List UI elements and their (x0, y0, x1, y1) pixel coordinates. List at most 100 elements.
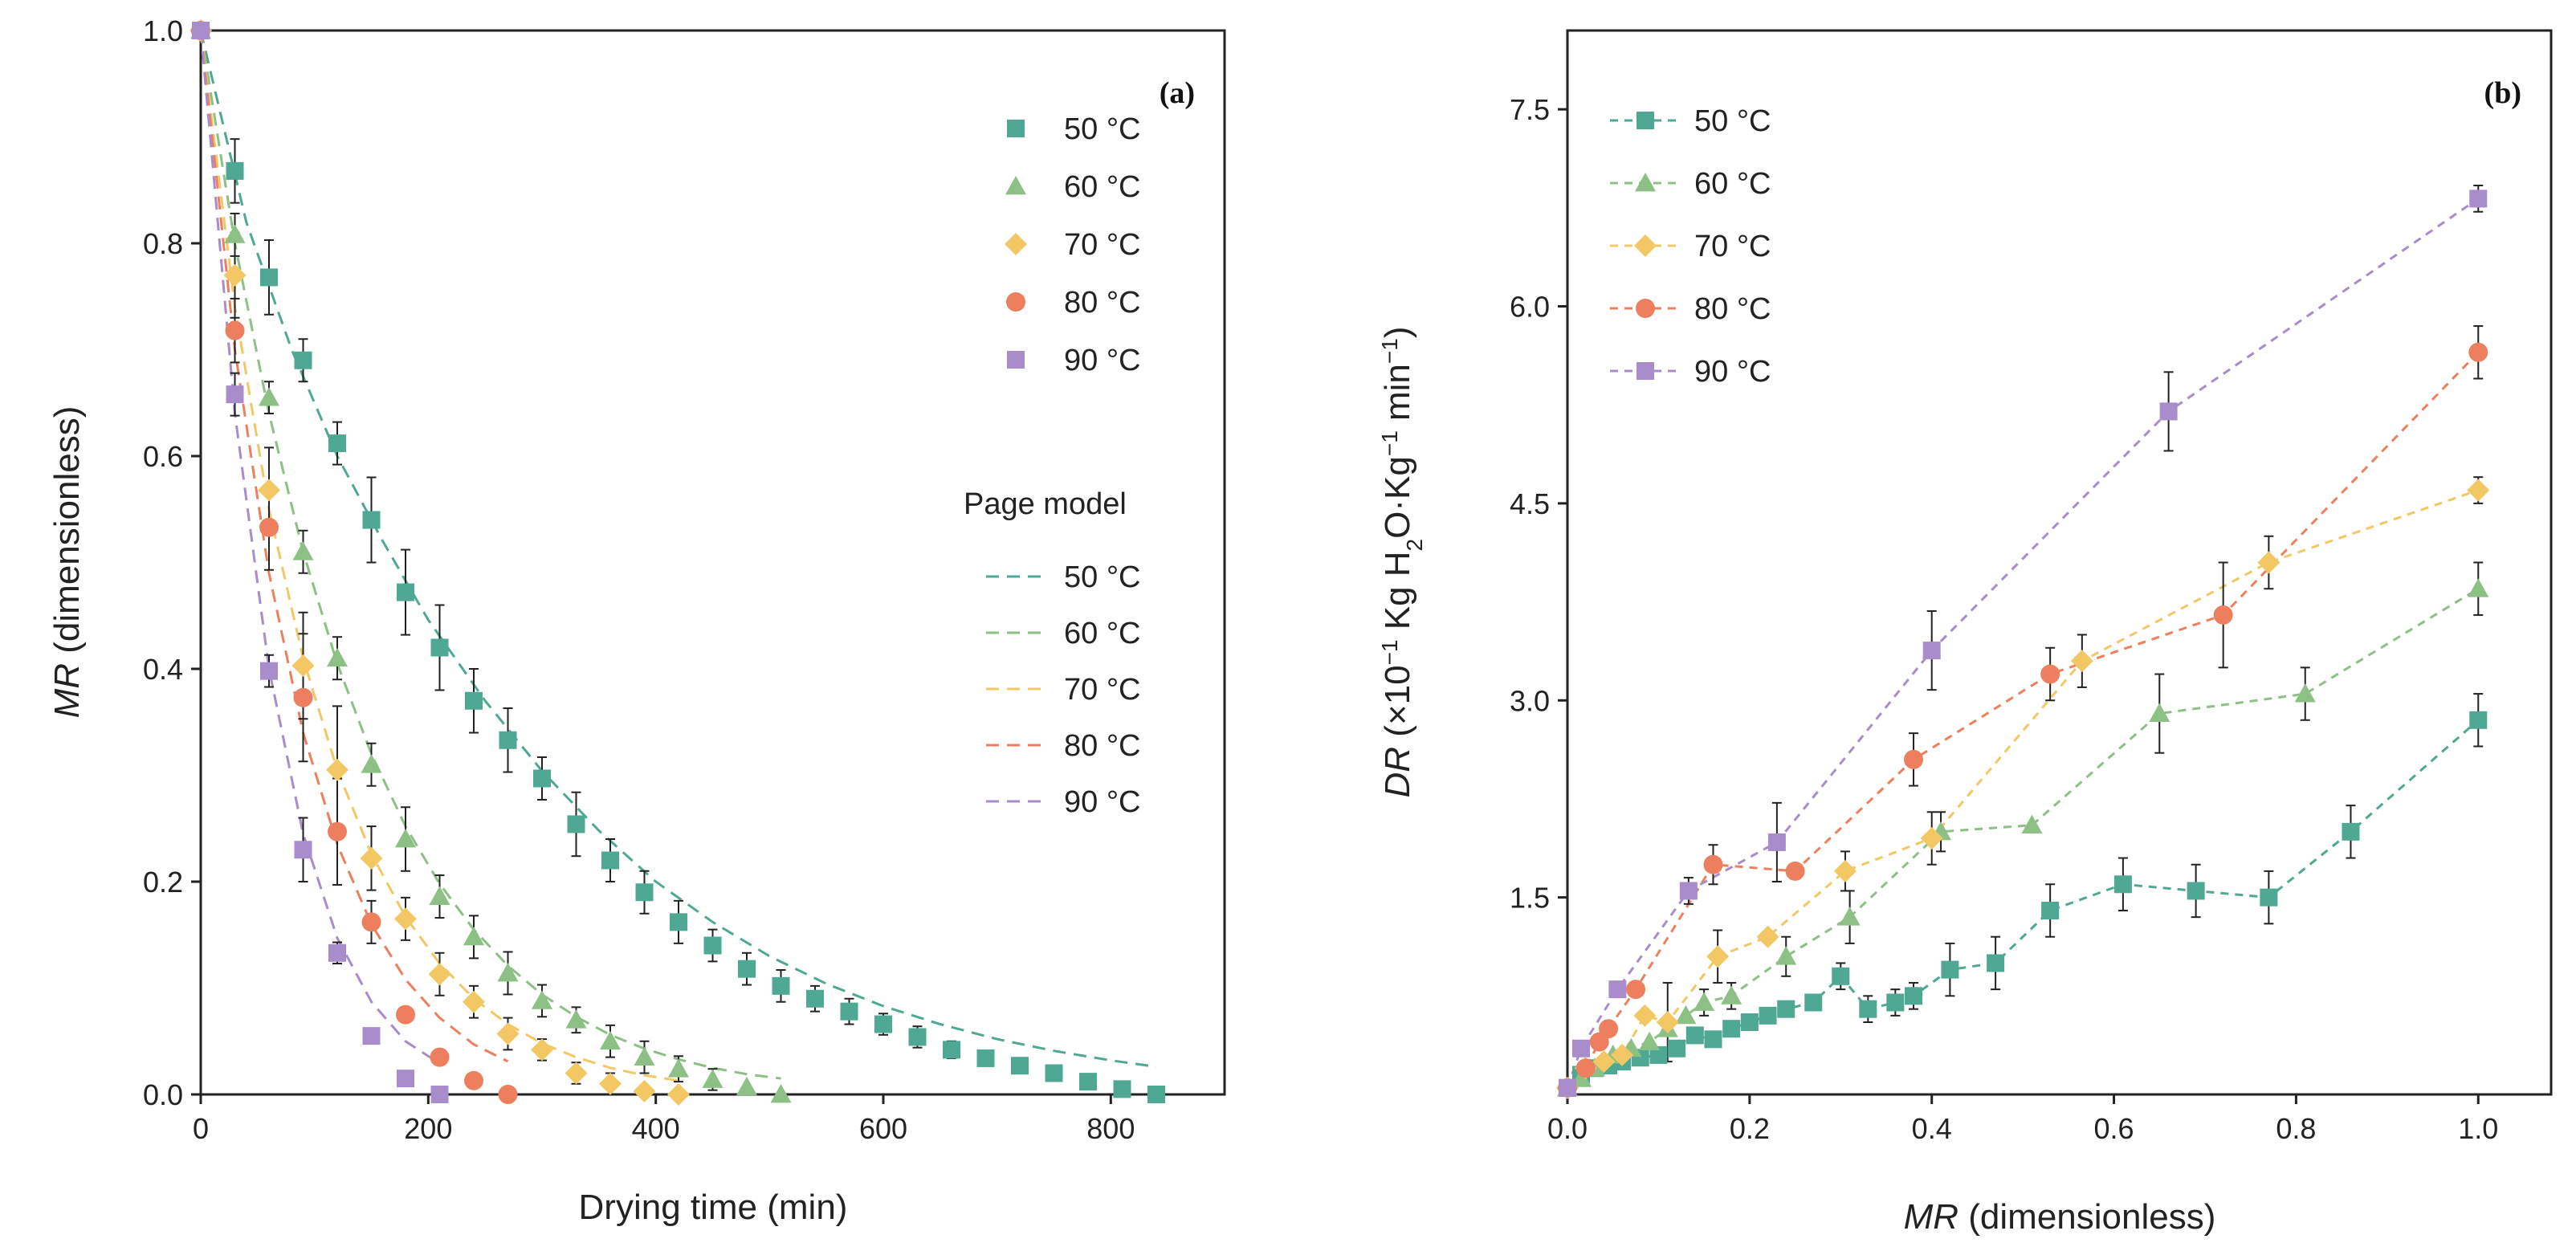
panel-b-y-axis-label-part4: min (1378, 364, 1417, 430)
panel-a-y-tick-label: 0.0 (143, 1078, 183, 1111)
panel-a-legend-model-label: 50 °C (1064, 560, 1140, 594)
panel-a-data-point (1147, 1086, 1165, 1103)
panel-a-y-axis-label: MR (dimensionless) (47, 406, 87, 719)
panel-b-y-axis-label-sub2: 2 (1402, 539, 1427, 552)
panel-b-data-point (1987, 954, 2005, 972)
panel-a-data-points (190, 19, 1165, 1106)
panel-a-x-tick-label: 600 (859, 1112, 907, 1145)
panel-b-data-point (2213, 605, 2233, 625)
panel-a-legend-label: 50 °C (1064, 112, 1140, 146)
panel-a-legend-model-label: 70 °C (1064, 673, 1140, 707)
panel-a-data-point (394, 907, 417, 931)
panel-b-data-point (1633, 1004, 1657, 1027)
panel-b-data-point (1941, 960, 1959, 979)
panel-a-legend-model-label: 90 °C (1064, 785, 1140, 819)
panel-b-series-line-3 (1566, 351, 2480, 1089)
panel-a-data-point (565, 1062, 588, 1085)
panel-a-legend-marker (1007, 120, 1025, 137)
panel-b-data-point (2187, 882, 2205, 900)
panel-a-model-curve-2 (199, 30, 679, 1082)
panel-b-data-point (2468, 578, 2489, 597)
panel-a-data-point (1045, 1064, 1063, 1082)
panel-b-error-bars (1662, 185, 2484, 1063)
panel-b-series-line-4 (1566, 198, 2480, 1089)
panel-a-x-axis-label: Drying time (min) (579, 1188, 848, 1227)
panel-b-y-axis-label-part1: (×10 (1378, 665, 1417, 747)
panel-b-data-point (2468, 342, 2488, 362)
panel-a-data-point (806, 989, 824, 1008)
panel-a-data-point (362, 511, 381, 529)
panel-b-x-axis-label-var: MR (1904, 1197, 1958, 1237)
panel-b-data-point (1649, 1045, 1668, 1064)
panel-a-data-point (908, 1028, 927, 1046)
panel-a-label: (a) (1160, 76, 1195, 110)
panel-b-data-point (1704, 1030, 1722, 1049)
panel-b-data-point (1767, 833, 1786, 851)
panel-a-y-tick-label: 0.8 (143, 227, 183, 260)
panel-a-plot-frame (199, 29, 1226, 1096)
panel-b-legend-label: 80 °C (1694, 292, 1771, 326)
panel-b-legend-marker (1636, 299, 1655, 318)
panel-a-y-tick-label: 1.0 (143, 14, 183, 47)
panel-a-data-point (260, 268, 278, 287)
panel-b-data-point (1839, 907, 1861, 926)
panel-a-data-point (292, 541, 314, 560)
panel-b-data-point (1785, 861, 1805, 881)
panel-a-data-point (258, 479, 280, 502)
panel-b-data-point (1721, 985, 1742, 1005)
panel-a-data-point (599, 1072, 622, 1095)
panel-a-data-point (397, 1070, 414, 1088)
panel-a-data-point (361, 912, 381, 932)
panel-b-data-point (1639, 1031, 1661, 1050)
panel-b-y-axis-label-part2: Kg H (1378, 551, 1417, 639)
panel-a-data-point (531, 1038, 553, 1062)
panel-b-x-tick-label: 0.0 (1547, 1112, 1588, 1145)
panel-a-data-point (770, 1084, 792, 1103)
panel-b-data-point (1922, 642, 1941, 660)
panel-a-data-point (362, 1027, 381, 1045)
panel-a-data-point (428, 963, 451, 986)
panel-a-data-point (601, 851, 619, 870)
panel-b-legend-label: 70 °C (1694, 230, 1771, 263)
panel-a-legend-model-label: 60 °C (1064, 617, 1140, 650)
panel-a-data-point (226, 161, 244, 180)
panel-a-legend-label: 80 °C (1064, 286, 1140, 320)
panel-a-data-point (192, 22, 210, 39)
panel-b-data-point (2467, 479, 2490, 502)
panel-b-x-tick-label: 0.4 (1912, 1112, 1952, 1145)
panel-b-y-axis-label-var: DR (1378, 747, 1417, 798)
panel-b-data-point (2260, 888, 2278, 907)
panel-b-data-point (1886, 993, 1905, 1012)
panel-a-data-point (634, 1046, 655, 1066)
panel-b-y-axis-label-sup4: −1 (1377, 338, 1402, 364)
panel-a-legend-label: 60 °C (1064, 170, 1140, 204)
panel-a-data-point (667, 1083, 690, 1106)
panel-a-legend-marker (1006, 292, 1025, 312)
panel-a-data-point (736, 1076, 757, 1096)
panel-b-y-tick-label: 6.0 (1510, 291, 1550, 324)
panel-a-data-point (225, 320, 245, 340)
panel-a-data-point (874, 1015, 892, 1033)
panel-a-data-point (463, 926, 484, 946)
panel-a-data-point (259, 517, 279, 537)
panel-b-data-point (2342, 822, 2360, 841)
panel-a-data-point (293, 687, 313, 707)
panel-b-data-point (2070, 650, 2093, 673)
panel-a-data-point (499, 731, 517, 749)
panel-b-legend-marker (1636, 362, 1654, 380)
panel-b-data-point (2159, 402, 2178, 421)
panel-b-ticks: 0.0 0.2 0.4 0.6 0.8 1.0 1.5 3.0 4.5 6.0 7.5 (1510, 93, 2498, 1145)
panel-a-y-tick-label: 0.6 (143, 440, 183, 473)
panel-b-x-axis-label: MR (dimensionless) (1904, 1197, 2216, 1237)
panel-b-data-point (1904, 749, 1924, 769)
panel-b-data-point (1679, 882, 1698, 900)
panel-a-data-point (291, 654, 315, 678)
panel-b-data-point (1756, 925, 1779, 948)
panel-a: 0 200 400 600 800 0.0 0.2 0.4 0.6 0.8 1.0 (a) Dryi… (47, 14, 1226, 1227)
panel-a-data-point (361, 754, 382, 773)
panel-b-data-point (1740, 1013, 1759, 1032)
panel-b-y-axis-label-part5: ) (1378, 327, 1417, 339)
panel-a-data-point (498, 1085, 518, 1104)
panel-b-data-point (1703, 854, 1723, 874)
